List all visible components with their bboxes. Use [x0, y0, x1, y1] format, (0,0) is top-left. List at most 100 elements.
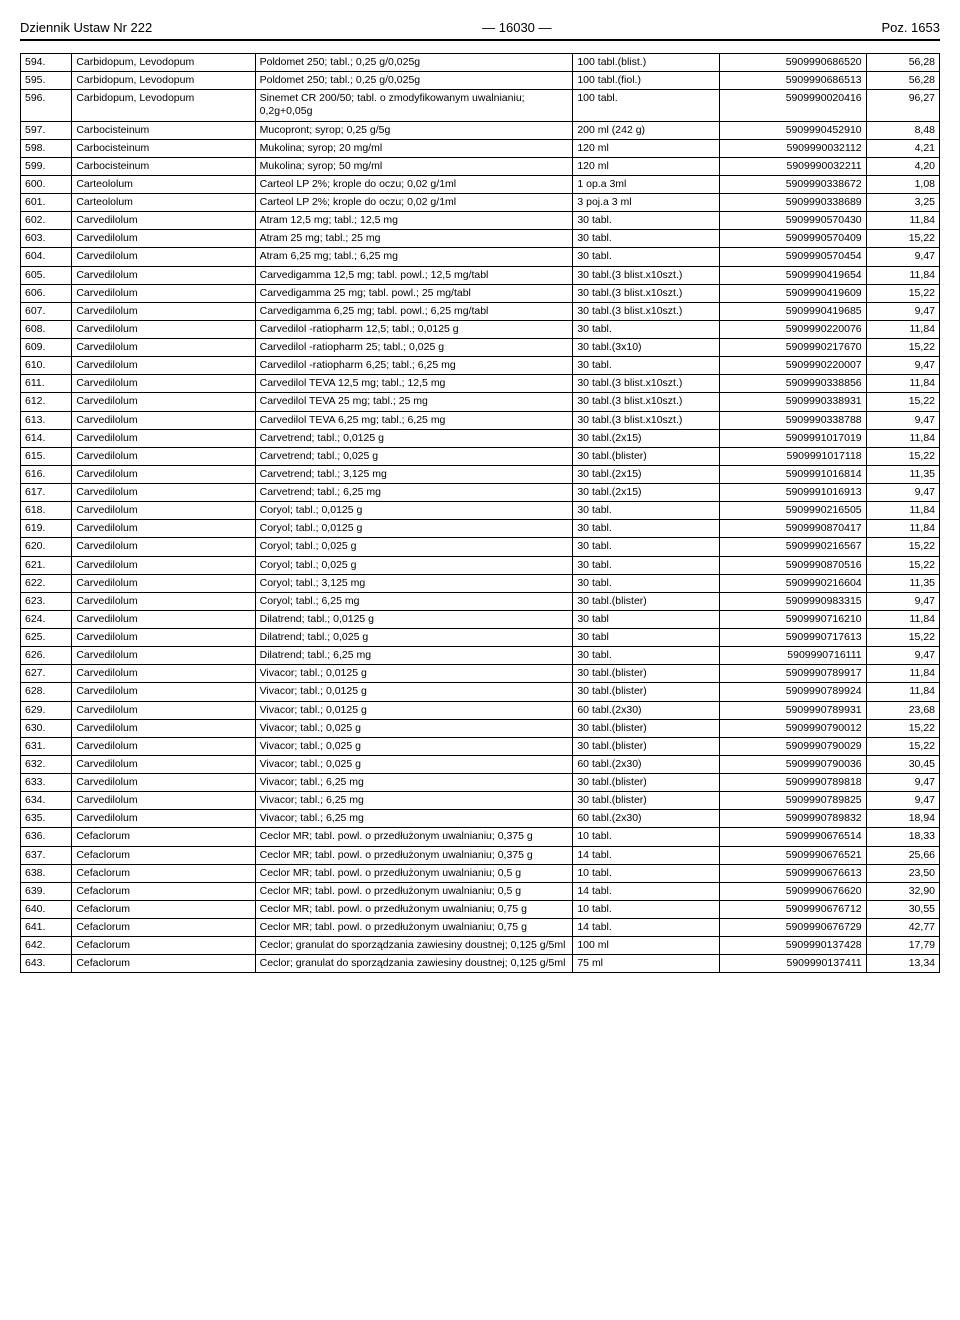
cell-price: 11,84	[866, 665, 939, 683]
cell-n: 612.	[21, 393, 72, 411]
table-row: 634.CarvedilolumVivacor; tabl.; 6,25 mg3…	[21, 792, 940, 810]
cell-price: 9,47	[866, 484, 939, 502]
cell-price: 11,84	[866, 520, 939, 538]
table-row: 635.CarvedilolumVivacor; tabl.; 6,25 mg6…	[21, 810, 940, 828]
cell-prod: Ceclor MR; tabl. powl. o przedłużonym uw…	[255, 864, 573, 882]
cell-n: 640.	[21, 900, 72, 918]
cell-pack: 120 ml	[573, 157, 720, 175]
cell-ean: 5909990686520	[719, 54, 866, 72]
cell-prod: Vivacor; tabl.; 0,025 g	[255, 755, 573, 773]
cell-prod: Vivacor; tabl.; 0,0125 g	[255, 683, 573, 701]
cell-ean: 5909990676514	[719, 828, 866, 846]
cell-ean: 5909990570454	[719, 248, 866, 266]
cell-pack: 30 tabl.(3 blist.x10szt.)	[573, 302, 720, 320]
cell-ean: 5909990137428	[719, 937, 866, 955]
cell-prod: Mukolina; syrop; 50 mg/ml	[255, 157, 573, 175]
table-row: 624.CarvedilolumDilatrend; tabl.; 0,0125…	[21, 610, 940, 628]
cell-ing: Carteololum	[72, 175, 255, 193]
cell-pack: 60 tabl.(2x30)	[573, 701, 720, 719]
table-row: 606.CarvedilolumCarvedigamma 25 mg; tabl…	[21, 284, 940, 302]
cell-ing: Carvedilolum	[72, 792, 255, 810]
cell-ing: Carvedilolum	[72, 592, 255, 610]
cell-pack: 30 tabl.	[573, 248, 720, 266]
table-row: 599.CarbocisteinumMukolina; syrop; 50 mg…	[21, 157, 940, 175]
cell-pack: 30 tabl.	[573, 357, 720, 375]
cell-price: 15,22	[866, 629, 939, 647]
cell-n: 638.	[21, 864, 72, 882]
cell-price: 11,84	[866, 502, 939, 520]
cell-price: 42,77	[866, 919, 939, 937]
cell-ean: 5909990338672	[719, 175, 866, 193]
cell-pack: 10 tabl.	[573, 900, 720, 918]
cell-prod: Carvedigamma 12,5 mg; tabl. powl.; 12,5 …	[255, 266, 573, 284]
table-row: 617.CarvedilolumCarvetrend; tabl.; 6,25 …	[21, 484, 940, 502]
cell-pack: 30 tabl.	[573, 556, 720, 574]
cell-ing: Carvedilolum	[72, 737, 255, 755]
cell-ean: 5909990032112	[719, 139, 866, 157]
cell-n: 615.	[21, 447, 72, 465]
cell-ean: 5909990789917	[719, 665, 866, 683]
cell-prod: Sinemet CR 200/50; tabl. o zmodyfikowany…	[255, 90, 573, 121]
table-row: 623.CarvedilolumCoryol; tabl.; 6,25 mg30…	[21, 592, 940, 610]
cell-ing: Carvedilolum	[72, 647, 255, 665]
cell-n: 613.	[21, 411, 72, 429]
cell-n: 622.	[21, 574, 72, 592]
cell-prod: Coryol; tabl.; 0,0125 g	[255, 502, 573, 520]
cell-ing: Carvedilolum	[72, 339, 255, 357]
cell-n: 594.	[21, 54, 72, 72]
cell-ean: 5909990217670	[719, 339, 866, 357]
cell-ean: 5909990790036	[719, 755, 866, 773]
cell-n: 641.	[21, 919, 72, 937]
cell-price: 9,47	[866, 792, 939, 810]
cell-ean: 5909990789818	[719, 774, 866, 792]
cell-ing: Cefaclorum	[72, 846, 255, 864]
cell-pack: 30 tabl.(3x10)	[573, 339, 720, 357]
cell-ing: Carvedilolum	[72, 520, 255, 538]
cell-ean: 5909990676729	[719, 919, 866, 937]
table-row: 627.CarvedilolumVivacor; tabl.; 0,0125 g…	[21, 665, 940, 683]
table-row: 604.CarvedilolumAtram 6,25 mg; tabl.; 6,…	[21, 248, 940, 266]
cell-pack: 30 tabl.(2x15)	[573, 484, 720, 502]
cell-pack: 30 tabl.(2x15)	[573, 429, 720, 447]
cell-price: 18,94	[866, 810, 939, 828]
cell-ing: Carteololum	[72, 194, 255, 212]
cell-ean: 5909990032211	[719, 157, 866, 175]
cell-ing: Carvedilolum	[72, 556, 255, 574]
table-row: 602.CarvedilolumAtram 12,5 mg; tabl.; 12…	[21, 212, 940, 230]
table-row: 594.Carbidopum, LevodopumPoldomet 250; t…	[21, 54, 940, 72]
cell-price: 30,45	[866, 755, 939, 773]
table-row: 632.CarvedilolumVivacor; tabl.; 0,025 g6…	[21, 755, 940, 773]
cell-ing: Carvedilolum	[72, 719, 255, 737]
cell-ean: 5909990419654	[719, 266, 866, 284]
cell-pack: 14 tabl.	[573, 919, 720, 937]
cell-price: 11,84	[866, 429, 939, 447]
cell-n: 604.	[21, 248, 72, 266]
cell-price: 96,27	[866, 90, 939, 121]
table-row: 625.CarvedilolumDilatrend; tabl.; 0,025 …	[21, 629, 940, 647]
cell-n: 642.	[21, 937, 72, 955]
cell-pack: 30 tabl.(3 blist.x10szt.)	[573, 284, 720, 302]
cell-ing: Cefaclorum	[72, 955, 255, 973]
cell-ean: 5909990789832	[719, 810, 866, 828]
cell-prod: Carvetrend; tabl.; 0,0125 g	[255, 429, 573, 447]
cell-pack: 30 tabl.	[573, 647, 720, 665]
cell-prod: Atram 25 mg; tabl.; 25 mg	[255, 230, 573, 248]
cell-ean: 5909990870516	[719, 556, 866, 574]
table-row: 612.CarvedilolumCarvedilol TEVA 25 mg; t…	[21, 393, 940, 411]
cell-ean: 5909990789825	[719, 792, 866, 810]
cell-ean: 5909991016814	[719, 465, 866, 483]
cell-ean: 5909990220076	[719, 320, 866, 338]
cell-n: 605.	[21, 266, 72, 284]
cell-n: 598.	[21, 139, 72, 157]
cell-price: 18,33	[866, 828, 939, 846]
cell-prod: Carvedigamma 25 mg; tabl. powl.; 25 mg/t…	[255, 284, 573, 302]
cell-ean: 5909990676620	[719, 882, 866, 900]
cell-ing: Carvedilolum	[72, 574, 255, 592]
cell-n: 631.	[21, 737, 72, 755]
cell-prod: Carvetrend; tabl.; 6,25 mg	[255, 484, 573, 502]
cell-price: 11,84	[866, 375, 939, 393]
cell-prod: Vivacor; tabl.; 6,25 mg	[255, 774, 573, 792]
cell-prod: Carvedigamma 6,25 mg; tabl. powl.; 6,25 …	[255, 302, 573, 320]
cell-prod: Carvedilol TEVA 25 mg; tabl.; 25 mg	[255, 393, 573, 411]
cell-n: 614.	[21, 429, 72, 447]
